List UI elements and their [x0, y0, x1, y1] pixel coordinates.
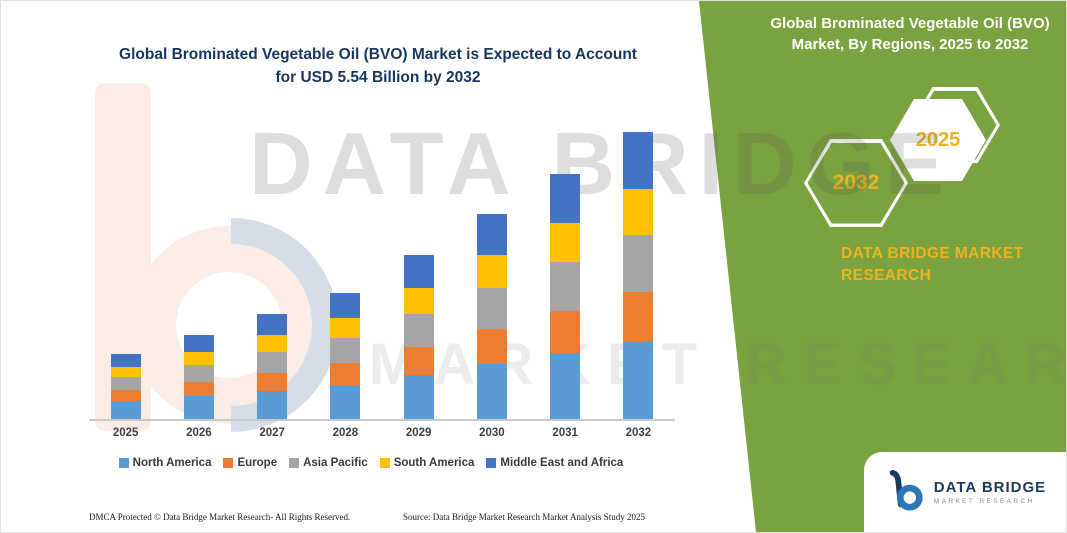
bar-segment [110, 367, 141, 377]
legend-item: Middle East and Africa [486, 457, 623, 469]
panel-brand-name: DATA BRIDGE MARKET RESEARCH [841, 243, 1024, 288]
bar-segment [476, 364, 507, 419]
bar-segment [403, 314, 434, 347]
bar-segment [330, 385, 361, 419]
panel-title: Global Brominated Vegetable Oil (BVO) Ma… [770, 15, 1050, 53]
bar-segment [257, 352, 288, 373]
bar-segment [550, 262, 581, 311]
bar-2026 [183, 335, 214, 419]
bar-segment [623, 341, 654, 419]
chart-title: Global Brominated Vegetable Oil (BVO) Ma… [119, 46, 637, 87]
panel-brand-line1: DATA BRIDGE MARKET [841, 245, 1024, 262]
bar-segment [183, 382, 214, 396]
bar-segment [476, 214, 507, 255]
bar-segment [330, 318, 361, 338]
legend-item: South America [379, 457, 475, 469]
bar-segment [623, 189, 654, 235]
legend-swatch [379, 458, 390, 468]
bar-2025 [110, 354, 141, 419]
legend-label: South America [393, 457, 475, 469]
bar-segment [623, 235, 654, 292]
legend-label: Middle East and Africa [500, 457, 624, 469]
x-label-2031: 2031 [552, 427, 578, 439]
bar-segment [183, 396, 214, 419]
bar-segment [330, 293, 361, 318]
legend-label: Asia Pacific [303, 457, 368, 469]
logo-title: DATA BRIDGE [933, 479, 1047, 496]
brand-logo-box: DATA BRIDGE MARKET RESEARCH [864, 452, 1066, 532]
panel-brand-line2: RESEARCH [841, 267, 932, 285]
badge-2032-label: 2032 [807, 142, 905, 224]
bar-segment [550, 353, 581, 419]
bar-segment [403, 255, 434, 288]
legend-swatch [223, 458, 234, 468]
x-label-2026: 2026 [186, 427, 212, 439]
bar-segment [476, 329, 507, 364]
right-green-panel: Global Brominated Vegetable Oil (BVO) Ma… [699, 1, 1066, 532]
legend-item: North America [118, 457, 212, 469]
x-label-2032: 2032 [625, 427, 652, 439]
legend-label: Europe [237, 457, 278, 469]
source-footer-text: Source: Data Bridge Market Research Mark… [403, 512, 645, 522]
bar-segment [257, 335, 288, 352]
bar-segment [257, 373, 288, 391]
x-label-2027: 2027 [259, 427, 285, 439]
logo-subtitle: MARKET RESEARCH [933, 498, 1035, 505]
watermark-data-bridge: DATA BRIDGE [249, 114, 954, 213]
x-label-2028: 2028 [332, 427, 359, 439]
bar-segment [403, 288, 434, 314]
bar-2031 [550, 174, 581, 419]
bar-segment [403, 375, 434, 419]
bar-2032 [623, 132, 654, 419]
legend-label: North America [132, 457, 212, 469]
bar-2029 [403, 255, 434, 419]
year-badges: 2025 2032 [804, 87, 1024, 236]
bar-segment [550, 174, 581, 223]
x-label-2029: 2029 [405, 427, 432, 439]
bar-segment [183, 352, 214, 365]
bar-segment [110, 390, 141, 401]
stacked-bar-chart: 2025 2026 2027 2028 2029 2030 2031 2032 [89, 121, 675, 439]
bar-segment [257, 314, 288, 335]
x-label-2030: 2030 [479, 427, 505, 439]
bar-segment [330, 338, 361, 363]
bar-2028 [330, 293, 361, 419]
x-axis-labels: 2025 2026 2027 2028 2029 2030 2031 2032 [89, 427, 675, 439]
bar-segment [550, 311, 581, 353]
bar-segment [623, 292, 654, 341]
bar-segment [623, 132, 654, 189]
bars-row [89, 121, 675, 421]
legend-swatch [118, 458, 129, 468]
data-bridge-logo-icon [884, 469, 926, 516]
bar-segment [257, 391, 288, 419]
legend-swatch [486, 458, 497, 468]
bar-segment [183, 365, 214, 382]
bar-segment [110, 377, 141, 390]
bar-2027 [257, 314, 288, 419]
bar-segment [183, 335, 214, 352]
dmca-footer-text: DMCA Protected © Data Bridge Market Rese… [89, 512, 351, 522]
bar-segment [403, 347, 434, 375]
legend-item: Asia Pacific [289, 457, 368, 469]
bar-segment [330, 363, 361, 385]
bar-segment [110, 354, 141, 367]
bar-2030 [476, 214, 507, 419]
x-label-2025: 2025 [112, 427, 139, 439]
bar-segment [110, 401, 141, 419]
bar-segment [550, 223, 581, 262]
legend-swatch [289, 458, 300, 468]
bar-segment [476, 288, 507, 329]
legend-item: Europe [223, 457, 277, 469]
bar-segment [476, 255, 507, 288]
chart-legend: North America Europe Asia Pacific South Ame… [71, 457, 671, 469]
